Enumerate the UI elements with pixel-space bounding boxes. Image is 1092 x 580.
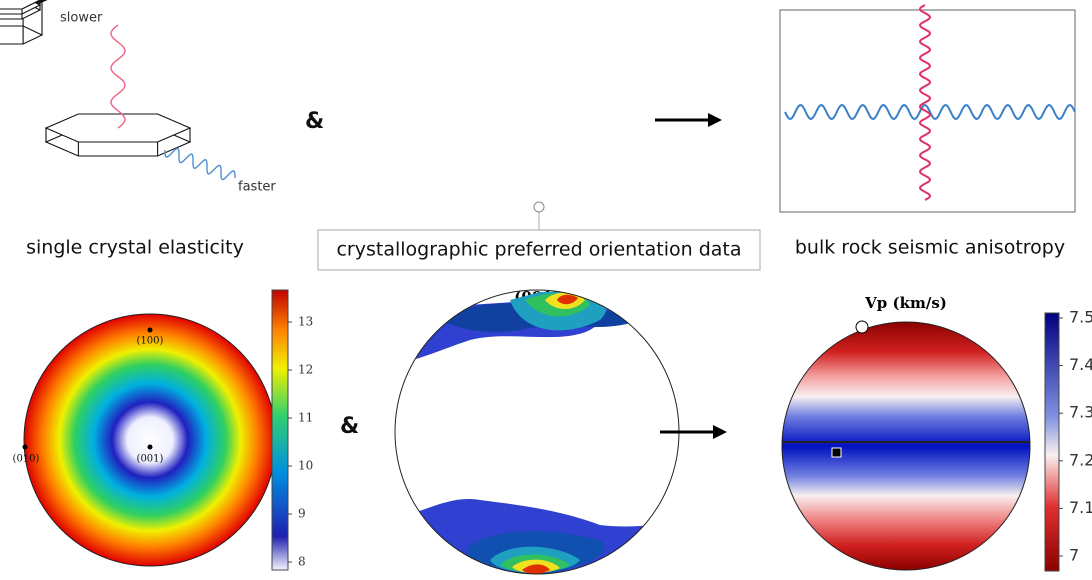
label-slower: slower (60, 11, 103, 26)
crystal (46, 114, 190, 156)
arrow-head (708, 113, 722, 127)
cpo-contours (390, 290, 700, 576)
arrow-head (713, 425, 727, 439)
stereonet-vp (782, 322, 1030, 570)
ampersand: & (305, 109, 324, 134)
colorbar-label: 12 (298, 363, 313, 377)
colorbar-label: 7.3 (1069, 403, 1092, 422)
point (23, 445, 28, 450)
crystal-face (0, 26, 42, 44)
colorbar (1045, 313, 1059, 571)
caption: single crystal elasticity (26, 237, 244, 259)
vp-title: Vp (km/s) (864, 294, 947, 312)
caption: bulk rock seismic anisotropy (795, 237, 1065, 259)
colorbar-label: 7.2 (1069, 450, 1092, 469)
colorbar-label: 7.1 (1069, 498, 1092, 517)
colorbar-label: 10 (298, 459, 313, 473)
rotate-handle-knob (534, 202, 544, 212)
colorbar-label: 8 (298, 555, 306, 569)
colorbar-label: 7 (1069, 546, 1079, 565)
caption: crystallographic preferred orientation d… (336, 239, 741, 261)
wave (785, 105, 1075, 119)
colorbar-label: 11 (298, 411, 313, 425)
wave (165, 149, 235, 180)
wave (920, 5, 930, 200)
label-faster: faster (238, 180, 276, 195)
colorbar-label: 13 (298, 315, 313, 329)
net-label: (010) (13, 454, 40, 465)
colorbar (272, 290, 288, 570)
colorbar-label: 7.5 (1069, 308, 1092, 327)
ampersand: & (340, 414, 359, 439)
max-marker (856, 321, 868, 333)
page: slower faster & single crystal elasticit… (0, 0, 1092, 580)
net-label: (100) (137, 336, 164, 347)
figure: slower faster & single crystal elasticit… (0, 0, 1092, 576)
colorbar-label: 7.4 (1069, 355, 1092, 374)
min-marker (832, 448, 841, 457)
point (148, 328, 153, 333)
point (148, 445, 153, 450)
net-label: (001) (137, 454, 164, 465)
colorbar-label: 9 (298, 507, 306, 521)
stereonet-elastic (24, 314, 276, 566)
wave (111, 25, 125, 128)
